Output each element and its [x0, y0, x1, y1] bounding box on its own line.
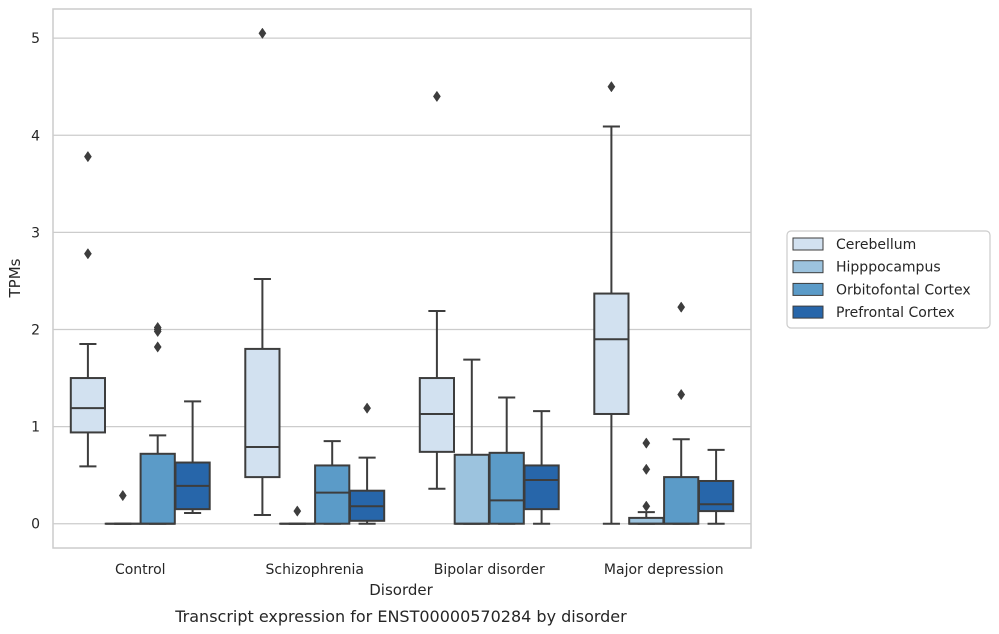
- box-cerebellum: [69, 150, 107, 468]
- legend: Cerebellum Hipppocampus Orbitofontal Corte…: [786, 230, 991, 329]
- outlier-point: [258, 27, 267, 39]
- outlier-point: [153, 341, 162, 353]
- box-prefrontal-cortex: [523, 410, 560, 525]
- plot-frame: [52, 8, 752, 549]
- box-iqr: [523, 464, 560, 511]
- box-hipppocampus: [104, 489, 141, 525]
- y-tick-label: 5: [31, 31, 40, 47]
- chart-caption: Transcript expression for ENST0000057028…: [174, 607, 627, 626]
- box-iqr: [314, 464, 351, 525]
- outlier-point: [677, 301, 686, 313]
- box-groups: [69, 27, 735, 525]
- outlier-point: [677, 388, 686, 401]
- box-iqr: [139, 452, 176, 525]
- legend-label: Hipppocampus: [836, 260, 941, 276]
- x-tick-label: Major depression: [604, 562, 724, 578]
- y-tick-labels: 0 1 2 3 4 5: [31, 31, 40, 533]
- box-iqr: [593, 292, 630, 415]
- y-tick-label: 4: [31, 128, 40, 144]
- box-cerebellum: [244, 27, 281, 516]
- y-tick-label: 3: [31, 225, 40, 241]
- y-axis-label: TPMs: [6, 258, 24, 298]
- legend-swatch: [792, 237, 824, 251]
- box-orbitofontal-cortex: [314, 440, 351, 525]
- box-prefrontal-cortex: [697, 448, 735, 525]
- x-tick-label: Schizophrenia: [266, 562, 364, 578]
- box-iqr: [697, 479, 735, 513]
- box-orbitofontal-cortex: [139, 321, 176, 525]
- box-iqr: [453, 453, 490, 525]
- box-hipppocampus: [279, 505, 316, 525]
- legend-frame: [786, 230, 991, 329]
- box-hipppocampus: [628, 437, 665, 525]
- outlier-point: [153, 321, 162, 334]
- legend-swatch: [792, 260, 824, 274]
- y-tick-label: 0: [31, 517, 40, 533]
- box-iqr: [663, 476, 700, 525]
- box-iqr: [488, 451, 525, 525]
- y-tick-label: 2: [31, 322, 40, 338]
- outlier-point: [642, 500, 651, 512]
- box-prefrontal-cortex: [348, 402, 386, 525]
- box-orbitofontal-cortex: [488, 396, 525, 525]
- box-cerebellum: [418, 90, 456, 490]
- box-cerebellum: [593, 81, 630, 525]
- outlier-point: [83, 150, 92, 163]
- box-iqr: [244, 347, 281, 479]
- legend-label: Cerebellum: [836, 237, 916, 253]
- y-tick-label: 1: [31, 420, 40, 436]
- x-tick-label: Control: [115, 562, 166, 578]
- box-orbitofontal-cortex: [663, 301, 700, 525]
- box-iqr: [69, 377, 107, 434]
- legend-swatch: [792, 282, 824, 296]
- legend-label: Prefrontal Cortex: [836, 305, 955, 321]
- x-tick-labels: Control Schizophrenia Bipolar disorder Majo…: [115, 562, 724, 578]
- outlier-point: [432, 90, 441, 103]
- outlier-point: [118, 489, 127, 502]
- x-tick-label: Bipolar disorder: [434, 562, 545, 578]
- x-axis-label: Disorder: [369, 581, 433, 599]
- legend-label: Orbitofontal Cortex: [836, 282, 971, 298]
- outlier-point: [642, 437, 651, 449]
- outlier-point: [607, 81, 616, 93]
- outlier-point: [293, 505, 302, 517]
- legend-swatch: [792, 305, 824, 319]
- box-prefrontal-cortex: [174, 400, 211, 515]
- box-hipppocampus: [453, 358, 490, 525]
- outlier-point: [642, 463, 651, 475]
- outlier-point: [83, 248, 92, 260]
- outlier-point: [363, 402, 372, 414]
